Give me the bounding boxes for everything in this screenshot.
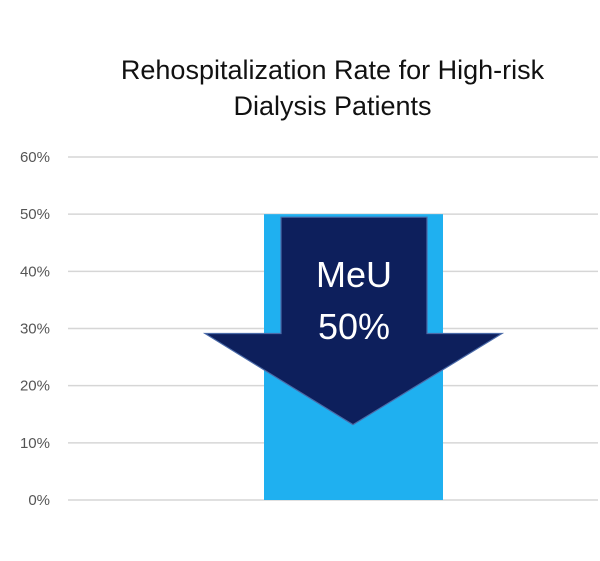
y-tick-label: 50%: [20, 206, 50, 223]
y-tick-label: 20%: [20, 378, 50, 395]
arrow-label-line-2: 50%: [318, 306, 390, 347]
y-tick-label: 10%: [20, 435, 50, 452]
y-tick-label: 40%: [20, 263, 50, 280]
arrow-annotation: MeU 50%: [202, 216, 505, 426]
y-axis-tick-labels: 0% 10% 20% 30% 40% 50% 60%: [20, 149, 50, 509]
arrow-label-line-1: MeU: [316, 254, 392, 295]
chart-title-line-1: Rehospitalization Rate for High-risk: [120, 55, 545, 85]
y-tick-label: 0%: [28, 492, 50, 509]
chart-title-line-2: Dialysis Patients: [233, 91, 432, 121]
chart-title: Rehospitalization Rate for High-risk Dia…: [0, 52, 600, 124]
y-tick-label: 30%: [20, 321, 50, 338]
y-tick-label: 60%: [20, 149, 50, 166]
down-arrow-shape: [202, 216, 505, 426]
